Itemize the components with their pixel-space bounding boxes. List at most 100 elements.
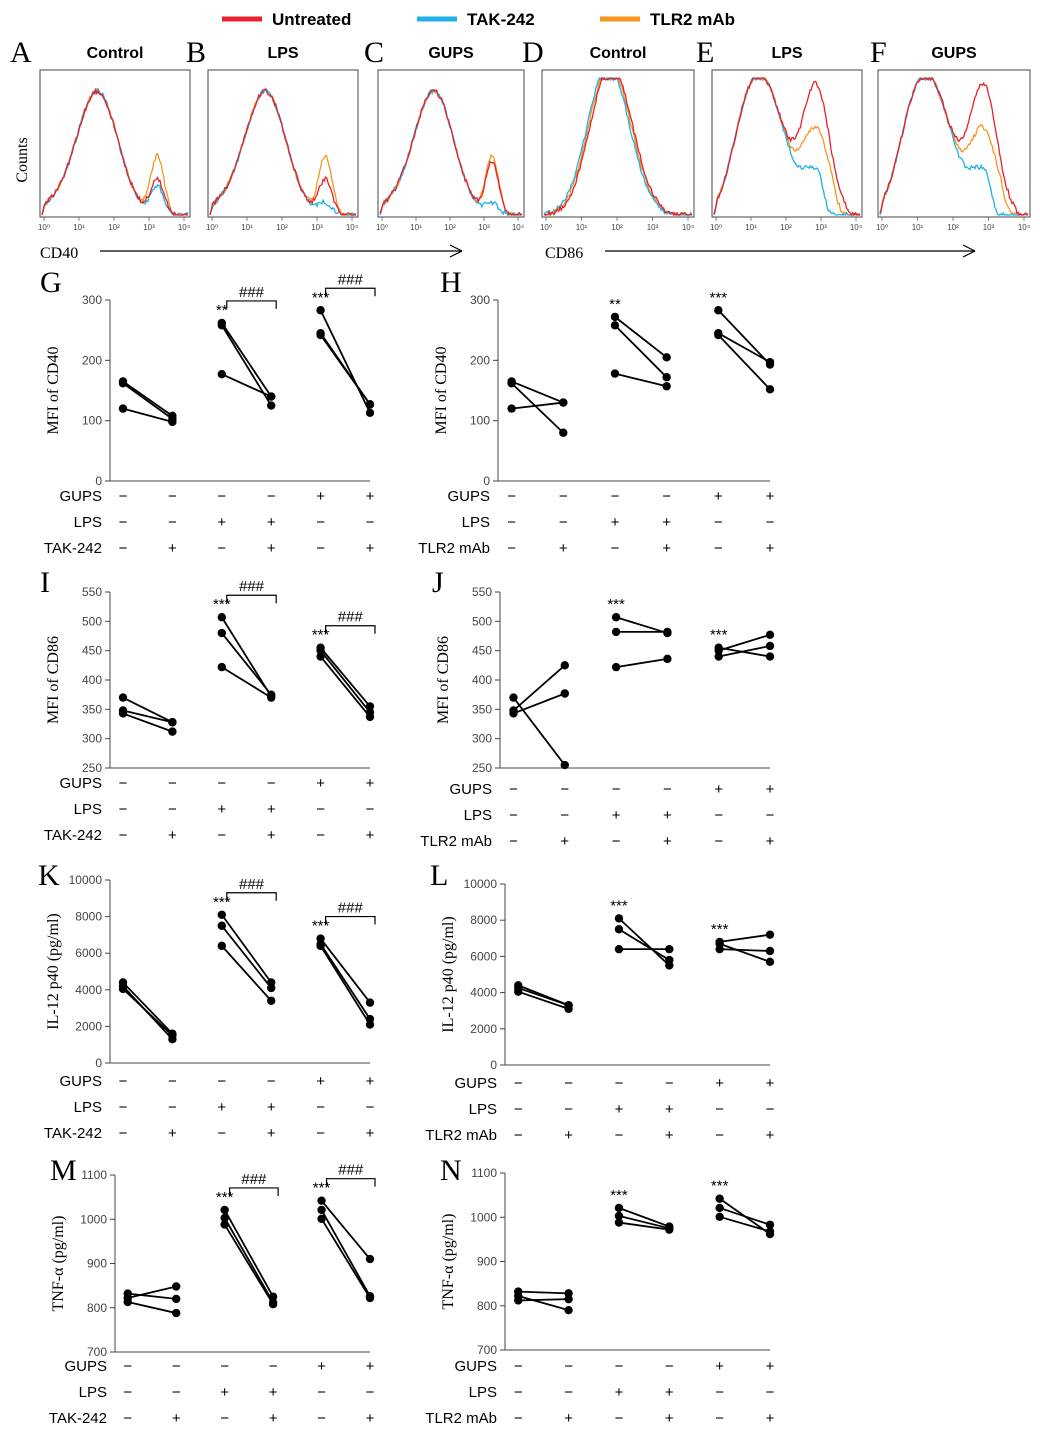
treatment-symbol: − bbox=[119, 540, 128, 557]
pair-line bbox=[618, 928, 670, 961]
flow-tick-label: 10⁰ bbox=[38, 223, 50, 232]
y-tick-label: 350 bbox=[82, 702, 102, 716]
data-point bbox=[123, 1297, 132, 1307]
flow-tick-label: 10² bbox=[947, 223, 959, 232]
treatment-symbol: + bbox=[316, 1073, 325, 1090]
treatment-symbol: + bbox=[269, 1384, 278, 1401]
treatment-symbol: − bbox=[366, 1099, 375, 1116]
flow-panel-frame bbox=[711, 69, 863, 218]
treatment-symbol: + bbox=[615, 1384, 624, 1401]
y-tick-label: 400 bbox=[472, 673, 492, 687]
data-point bbox=[267, 392, 276, 401]
y-tick-label: 550 bbox=[82, 585, 102, 599]
treatment-symbol: − bbox=[564, 1075, 573, 1092]
pair-line bbox=[127, 1301, 177, 1314]
y-tick-label: 700 bbox=[87, 1345, 107, 1359]
data-point bbox=[765, 946, 775, 956]
comparison-bracket bbox=[325, 625, 376, 634]
treatment-symbol: − bbox=[615, 1358, 624, 1375]
treatment-symbol: − bbox=[119, 1073, 128, 1090]
y-tick-label: 300 bbox=[472, 732, 492, 746]
treatment-symbol: − bbox=[269, 1358, 278, 1375]
pair-line bbox=[615, 616, 668, 634]
pair-line bbox=[512, 664, 566, 712]
data-point bbox=[560, 760, 569, 770]
pair-line bbox=[517, 987, 569, 1007]
panel-letter: M bbox=[50, 1154, 77, 1187]
treatment-symbol: + bbox=[267, 540, 276, 557]
y-tick-label: 1000 bbox=[80, 1212, 107, 1226]
histogram-untreated bbox=[543, 76, 693, 217]
y-tick-label: 1100 bbox=[81, 1168, 107, 1182]
pair-line bbox=[719, 942, 771, 963]
treatment-symbol: + bbox=[560, 833, 569, 850]
data-point bbox=[118, 984, 128, 994]
flow-tick-label: 10² bbox=[611, 223, 623, 232]
pair-line bbox=[122, 981, 174, 1035]
pair-line bbox=[122, 407, 173, 423]
data-point bbox=[267, 401, 276, 410]
treatment-symbol: + bbox=[665, 1410, 674, 1427]
pair-line bbox=[511, 380, 564, 404]
flow-tick-label: 10¹ bbox=[912, 223, 924, 232]
flow-tick-label: 10² bbox=[276, 223, 288, 232]
cd86-arrowhead bbox=[962, 244, 976, 258]
significance-stars: *** bbox=[607, 596, 625, 613]
treatment-symbol: − bbox=[615, 1410, 624, 1427]
comparison-bracket bbox=[325, 915, 376, 925]
pair-line bbox=[717, 309, 771, 366]
data-point bbox=[610, 312, 620, 322]
histogram-untreated bbox=[879, 76, 1029, 217]
y-tick-label: 6000 bbox=[470, 949, 497, 963]
treatment-symbol: + bbox=[366, 488, 375, 505]
treatment-symbol: + bbox=[366, 1410, 375, 1427]
data-point bbox=[217, 662, 226, 672]
pair-line bbox=[718, 645, 771, 658]
data-point bbox=[765, 930, 775, 939]
data-point bbox=[365, 408, 375, 418]
treatment-symbol: + bbox=[217, 1099, 226, 1116]
pair-line bbox=[223, 1224, 274, 1305]
y-tick-label: 700 bbox=[477, 1343, 497, 1357]
flow-panel-C: C GUPS 10⁰ 10¹ 10² 10³ 10⁴ bbox=[364, 36, 525, 232]
flow-tick-label: 10⁴ bbox=[850, 223, 863, 232]
treatment-symbol: − bbox=[663, 781, 672, 798]
panel-letter: I bbox=[40, 566, 50, 599]
treatment-symbol: − bbox=[559, 514, 568, 531]
data-point bbox=[168, 718, 177, 727]
significance-hash: ### bbox=[241, 1171, 267, 1188]
treatment-symbol: − bbox=[714, 833, 723, 850]
pair-line bbox=[719, 933, 771, 943]
data-point bbox=[118, 379, 128, 388]
treatment-symbol: − bbox=[172, 1358, 181, 1375]
pair-line bbox=[618, 1215, 670, 1230]
treatment-symbol: − bbox=[317, 1410, 326, 1427]
histogram-untreated bbox=[41, 87, 188, 217]
treatment-symbol: − bbox=[514, 1358, 523, 1375]
treatment-symbol: − bbox=[766, 807, 775, 824]
data-point bbox=[665, 1225, 674, 1234]
flow-tick-label: 10³ bbox=[983, 223, 995, 232]
pair-line bbox=[319, 943, 371, 1020]
legend-label: TAK-242 bbox=[467, 10, 535, 29]
panel-letter: N bbox=[440, 1154, 462, 1187]
pair-line bbox=[221, 945, 272, 1002]
data-point bbox=[316, 306, 325, 315]
cd86-axis-label: CD86 bbox=[545, 245, 583, 262]
significance-stars: *** bbox=[213, 894, 231, 911]
data-point bbox=[217, 321, 226, 330]
pair-line bbox=[614, 324, 668, 378]
treatment-symbol: + bbox=[715, 1358, 724, 1375]
treatment-symbol: − bbox=[119, 1125, 128, 1142]
data-point bbox=[217, 370, 226, 379]
data-point bbox=[365, 712, 375, 722]
treatment-symbol: − bbox=[267, 775, 276, 792]
treatment-symbol: + bbox=[766, 540, 775, 557]
treatment-symbol: + bbox=[316, 488, 325, 505]
data-point bbox=[765, 1227, 775, 1236]
y-tick-label: 450 bbox=[472, 644, 492, 658]
treatment-row-label: LPS bbox=[74, 801, 102, 818]
y-tick-label: 200 bbox=[82, 353, 102, 367]
flow-tick-label: 10¹ bbox=[576, 223, 588, 232]
cd40-axis-label: CD40 bbox=[40, 245, 78, 262]
